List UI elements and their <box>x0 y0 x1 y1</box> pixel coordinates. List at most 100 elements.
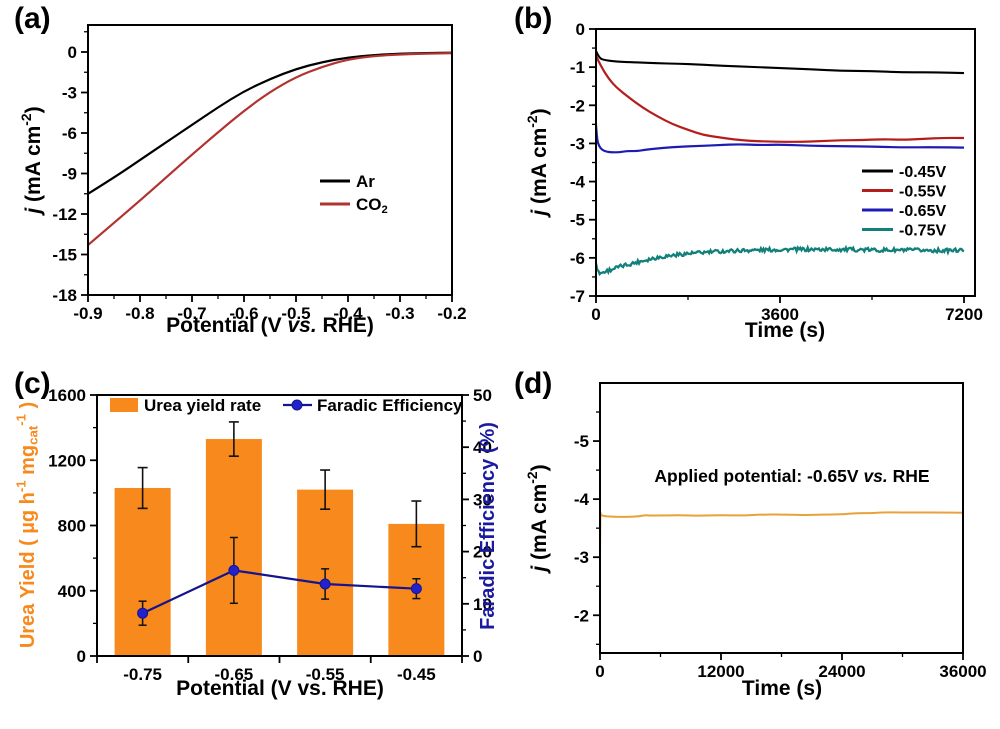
annotation-applied-potential: Applied potential: -0.65V vs. RHE <box>654 466 929 486</box>
svg-text:-6: -6 <box>62 124 77 143</box>
svg-text:-0.45V: -0.45V <box>899 164 946 181</box>
svg-text:-6: -6 <box>570 249 585 268</box>
svg-text:-2: -2 <box>570 96 585 115</box>
series-line <box>599 511 964 558</box>
x-axis: -0.75 -0.65 -0.55 -0.45 <box>96 656 463 684</box>
svg-text:-3: -3 <box>574 548 589 567</box>
x-axis-title: Time (s) <box>745 319 825 342</box>
svg-text:0: 0 <box>576 20 585 39</box>
svg-text:-0.55: -0.55 <box>306 665 345 684</box>
series-line <box>87 51 453 195</box>
plot-frame <box>599 382 964 654</box>
panel-a: -0.9 -0.8 -0.7 -0.6 -0.5 -0.4 -0.3 -0.2 0 -3 -6 -9 -… <box>0 0 500 365</box>
plot-frame <box>87 24 453 296</box>
svg-text:30: 30 <box>473 490 492 509</box>
svg-text:-0.5: -0.5 <box>281 304 310 323</box>
svg-text:-18: -18 <box>52 286 77 305</box>
y-axis-title: j (mA cm-2) <box>524 464 551 574</box>
legend: Urea yield rate Faradic Efficiency <box>110 396 463 415</box>
svg-text:-0.75V: -0.75V <box>899 223 946 240</box>
svg-text:40: 40 <box>473 438 492 457</box>
svg-text:0: 0 <box>473 647 482 666</box>
svg-text:-0.6: -0.6 <box>229 304 258 323</box>
svg-text:-4: -4 <box>570 173 586 192</box>
chart-c-yield-efficiency: -0.75 -0.65 -0.55 -0.45 0 400 800 1200 1600 0 10 20… <box>14 386 499 700</box>
svg-text:Ar: Ar <box>356 172 375 191</box>
svg-text:-3: -3 <box>62 84 77 103</box>
bar-series-urea-yield <box>114 421 445 656</box>
bar <box>114 487 171 656</box>
svg-text:36000: 36000 <box>939 662 986 681</box>
series-line <box>87 52 453 246</box>
svg-text:20: 20 <box>473 543 492 562</box>
chart-b-chronoamperometry: 0 3600 7200 0 -1 -2 -3 -4 -5 -6 -7 Time (s) j (mA cm… <box>524 20 983 342</box>
series-line <box>595 50 965 75</box>
panel-b: 0 3600 7200 0 -1 -2 -3 -4 -5 -6 -7 Time (s) j (mA cm… <box>500 0 1000 365</box>
svg-text:-4: -4 <box>574 490 590 509</box>
series-line <box>594 124 965 154</box>
svg-text:-15: -15 <box>52 246 77 265</box>
svg-text:-0.75: -0.75 <box>123 665 162 684</box>
panel-d-label: (d) <box>514 367 553 400</box>
svg-text:400: 400 <box>58 582 86 601</box>
svg-text:-5: -5 <box>570 211 585 230</box>
x-axis: -0.9 -0.8 -0.7 -0.6 -0.5 -0.4 -0.3 -0.2 <box>73 295 467 323</box>
svg-text:-0.65: -0.65 <box>215 665 254 684</box>
svg-text:-0.65V: -0.65V <box>899 203 946 220</box>
bar-error <box>137 466 148 510</box>
svg-text:800: 800 <box>58 517 86 536</box>
line-series-faradic-efficiency <box>137 536 422 626</box>
panel-a-label: (a) <box>14 2 51 35</box>
svg-text:Urea yield rate: Urea yield rate <box>144 396 261 415</box>
svg-text:0: 0 <box>591 305 600 324</box>
svg-text:10: 10 <box>473 595 492 614</box>
svg-text:1600: 1600 <box>48 386 86 405</box>
x-axis: 0 3600 7200 <box>591 296 983 324</box>
svg-text:-7: -7 <box>570 287 585 306</box>
svg-text:CO2: CO2 <box>356 195 388 216</box>
x-axis-title: Potential (V vs. RHE) <box>176 677 384 700</box>
svg-text:7200: 7200 <box>945 305 983 324</box>
svg-text:-0.9: -0.9 <box>73 304 102 323</box>
legend: Ar CO2 <box>320 172 388 216</box>
svg-text:-3: -3 <box>570 134 585 153</box>
series-line <box>595 55 965 143</box>
svg-text:3600: 3600 <box>761 305 799 324</box>
chart-d-stability: 0 12000 24000 36000 -5 -4 -3 -2 Time (s) j (mA cm… <box>524 382 987 700</box>
svg-text:12000: 12000 <box>697 662 744 681</box>
bar-error <box>320 469 331 510</box>
svg-text:-0.55V: -0.55V <box>899 184 946 201</box>
y-axis-title-right: Faradic Efficiency (%) <box>477 422 499 630</box>
svg-text:-0.3: -0.3 <box>385 304 414 323</box>
series-line <box>594 244 965 277</box>
svg-text:-5: -5 <box>574 432 589 451</box>
panel-c: -0.75 -0.65 -0.55 -0.45 0 400 800 1200 1600 0 10 20… <box>0 365 500 729</box>
bar-error <box>228 421 239 457</box>
svg-text:-0.7: -0.7 <box>177 304 206 323</box>
svg-text:-2: -2 <box>574 606 589 625</box>
panel-c-label: (c) <box>14 367 51 400</box>
y-axis-title-left: Urea Yield ( µg h-1 mgcat-1 ) <box>14 402 41 648</box>
svg-text:-0.8: -0.8 <box>125 304 154 323</box>
y-axis-title: j (mA cm-2) <box>18 106 45 216</box>
y-axis-left: 0 -1 -2 -3 -4 -5 -6 -7 <box>570 20 596 306</box>
svg-text:50: 50 <box>473 386 492 405</box>
x-axis-title: Potential (V vs. RHE) <box>166 314 374 337</box>
y-axis-left: 0 -3 -6 -9 -12 -15 -18 <box>52 31 88 305</box>
svg-text:-0.45: -0.45 <box>397 665 436 684</box>
y-axis-left: 0 400 800 1200 1600 <box>48 386 97 666</box>
y-axis-left: -5 -4 -3 -2 <box>574 411 600 645</box>
svg-text:-0.4: -0.4 <box>333 304 363 323</box>
y-axis-right: 0 10 20 30 40 50 <box>462 386 492 666</box>
panel-d: 0 12000 24000 36000 -5 -4 -3 -2 Time (s) j (mA cm… <box>500 365 1000 729</box>
svg-text:24000: 24000 <box>818 662 865 681</box>
x-axis: 0 12000 24000 36000 <box>595 653 987 681</box>
y-axis-title: j (mA cm-2) <box>524 108 551 218</box>
svg-text:0: 0 <box>595 662 604 681</box>
svg-text:-1: -1 <box>570 58 585 77</box>
svg-text:-12: -12 <box>52 205 77 224</box>
svg-text:0: 0 <box>68 43 77 62</box>
svg-text:-9: -9 <box>62 165 77 184</box>
svg-text:1200: 1200 <box>48 451 86 470</box>
